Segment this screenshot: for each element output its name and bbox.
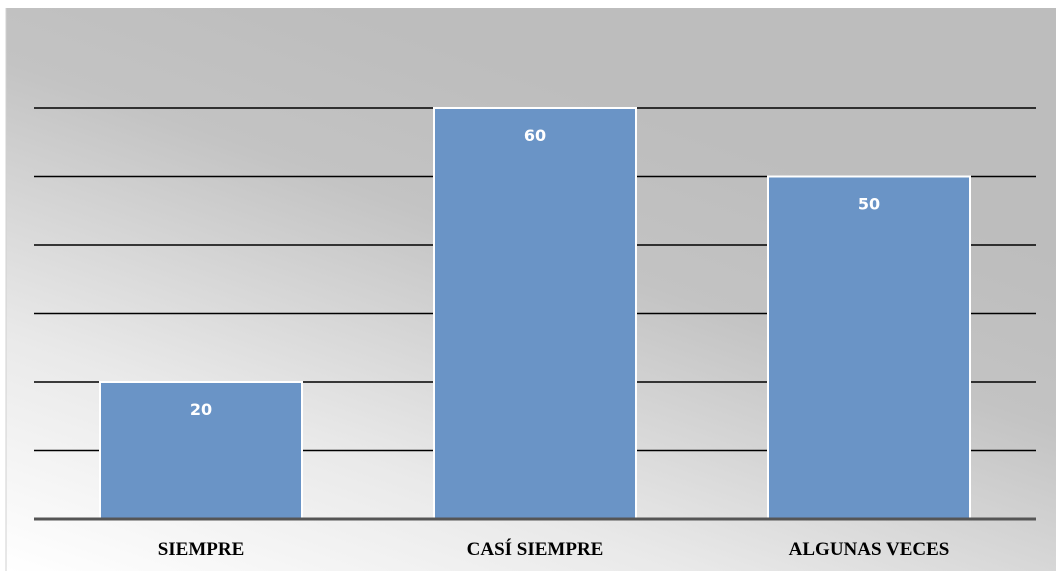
category-labels: SIEMPRE CASÍ SIEMPRE ALGUNAS VECES (158, 538, 950, 560)
data-labels: 20 60 50 (190, 126, 880, 419)
bar (767, 175, 971, 520)
x-tick-label: ALGUNAS VECES (789, 539, 950, 560)
x-tick-label: CASÍ SIEMPRE (467, 538, 604, 560)
bar (433, 107, 637, 520)
bar-value-label: 60 (524, 126, 546, 145)
bar-value-label: 50 (858, 195, 880, 214)
bar-value-label: 20 (190, 400, 212, 419)
bar (99, 381, 303, 520)
x-tick-label: SIEMPRE (158, 539, 245, 560)
